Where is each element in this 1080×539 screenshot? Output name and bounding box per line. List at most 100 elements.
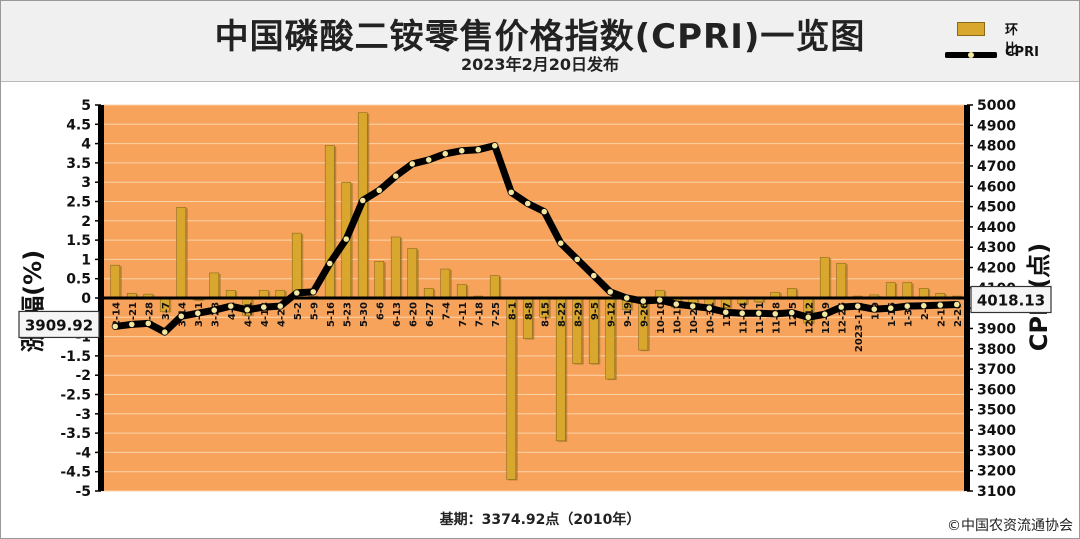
- left-tick-label: -1.5: [60, 349, 91, 365]
- callout-right: 4018.13: [977, 292, 1045, 310]
- callout-right-box: [970, 285, 1052, 314]
- cpri-point: [871, 305, 878, 313]
- cpri-line: [111, 142, 961, 336]
- x-tick-label: 9-12: [606, 302, 617, 327]
- cpri-point: [128, 321, 135, 328]
- legend-bar-swatch: [957, 22, 985, 36]
- bar: [885, 282, 896, 299]
- right-tick-label: 3100: [977, 484, 1016, 500]
- callout-left-box: [18, 310, 100, 339]
- callout-left: 3909.92: [25, 316, 93, 334]
- bar: [506, 297, 517, 480]
- x-tick-label: 4-4: [227, 302, 238, 320]
- x-tick-label: 8-29: [573, 302, 584, 327]
- cpri-point: [788, 309, 795, 316]
- right-tick-label: 3300: [977, 443, 1016, 459]
- cpri-point: [838, 303, 845, 311]
- cpri-point: [475, 146, 482, 153]
- cpri-point: [623, 294, 630, 302]
- x-tick-label: 11-21: [755, 302, 766, 334]
- left-tick-label: -4: [75, 445, 91, 461]
- cpri-point: [458, 147, 465, 154]
- cpri-point: [772, 310, 779, 318]
- left-tick-label: 2.5: [66, 195, 91, 211]
- x-tick-label: 8-1: [507, 302, 518, 320]
- left-tick-label: 3: [81, 175, 91, 191]
- left-tick-label: 0.5: [66, 272, 91, 288]
- chart-title: 中国磷酸二铵零售价格指数(CPRI)一览图: [214, 17, 866, 57]
- cpri-point: [277, 302, 284, 310]
- left-tick-label: -3.5: [60, 426, 91, 442]
- cpri-point: [706, 304, 713, 312]
- chart-subtitle: 2023年2月20日发布: [461, 55, 619, 74]
- cpri-point: [920, 302, 927, 309]
- cpri-point: [194, 309, 201, 317]
- x-tick-label: 4-25: [276, 302, 287, 327]
- cpri-point: [145, 320, 152, 327]
- x-tick-label: 8-22: [557, 302, 568, 327]
- cpri-point: [640, 297, 647, 305]
- right-tick-label: 4200: [977, 261, 1016, 277]
- x-tick-label: 6-13: [392, 302, 403, 327]
- bar: [291, 232, 302, 299]
- right-tick-label: 4500: [977, 200, 1016, 216]
- x-tick-label: 6-6: [375, 302, 386, 320]
- cpri-point: [244, 306, 251, 314]
- right-tick-label: 4600: [977, 179, 1016, 195]
- x-tick-label: 6-20: [408, 302, 419, 327]
- cpri-point: [541, 208, 548, 215]
- x-tick-label: 7-18: [474, 302, 485, 327]
- left-tick-label: 0: [81, 291, 91, 307]
- cpri-point: [953, 301, 960, 308]
- bar: [407, 248, 418, 299]
- legend-line-label: CPRI: [1005, 45, 1039, 60]
- cpri-point: [310, 288, 317, 296]
- cpri-point: [739, 309, 746, 317]
- cpri-point: [161, 328, 168, 336]
- left-tick-label: 1: [81, 252, 91, 268]
- x-tick-label: 10-17: [672, 302, 683, 334]
- x-tick-label: 5-30: [359, 302, 370, 327]
- x-tick-label: 9-26: [639, 302, 650, 327]
- bar: [489, 275, 500, 299]
- x-tick-label: 5-23: [342, 302, 353, 327]
- x-tick-label: 10-31: [705, 302, 716, 334]
- copyright-note: ©中国农资流通协会: [947, 518, 1073, 534]
- x-tick-label: 5-2: [293, 302, 304, 320]
- cpri-point: [343, 235, 350, 243]
- cpri-point: [409, 160, 416, 168]
- x-tick-label: 11-28: [771, 302, 782, 334]
- x-tick-label: 8-15: [540, 302, 551, 327]
- x-tick-label: 7-25: [491, 302, 502, 327]
- bar: [456, 284, 467, 299]
- cpri-point: [227, 302, 234, 310]
- cpri-point: [508, 189, 515, 196]
- left-tick-label: -4.5: [60, 465, 91, 481]
- cpri-point: [293, 289, 300, 297]
- cpri-point: [607, 288, 614, 296]
- cpri-point: [689, 302, 696, 310]
- x-tick-label: 9-19: [623, 302, 634, 327]
- right-tick-label: 5000: [977, 98, 1016, 114]
- right-tick-label: 3400: [977, 423, 1016, 439]
- legend-bar-label: 环比: [1005, 23, 1019, 57]
- x-tick-label: 7-11: [458, 302, 469, 327]
- cpri-point: [755, 309, 762, 317]
- x-tick-label: 12-19: [821, 302, 832, 334]
- x-tick-label: 10-24: [689, 302, 700, 334]
- cpri-point: [524, 200, 531, 207]
- x-tick-label: 2-20: [953, 302, 964, 327]
- legend: 环比 CPRI: [941, 13, 1071, 75]
- x-tick-label: 9-5: [590, 302, 601, 320]
- right-tick-label: 3900: [977, 321, 1016, 337]
- right-tick-label: 3600: [977, 382, 1016, 398]
- left-tick-label: -3: [75, 407, 91, 423]
- cpri-point: [178, 313, 185, 320]
- right-tick-label: 4400: [977, 220, 1016, 236]
- right-tick-label: 3800: [977, 342, 1016, 358]
- x-tick-label: 2-21: [128, 302, 139, 327]
- right-tick-label: 4300: [977, 240, 1016, 256]
- x-tick-label: 1-16: [887, 302, 898, 327]
- right-tick-label: 3700: [977, 362, 1016, 378]
- cpri-point: [260, 303, 267, 311]
